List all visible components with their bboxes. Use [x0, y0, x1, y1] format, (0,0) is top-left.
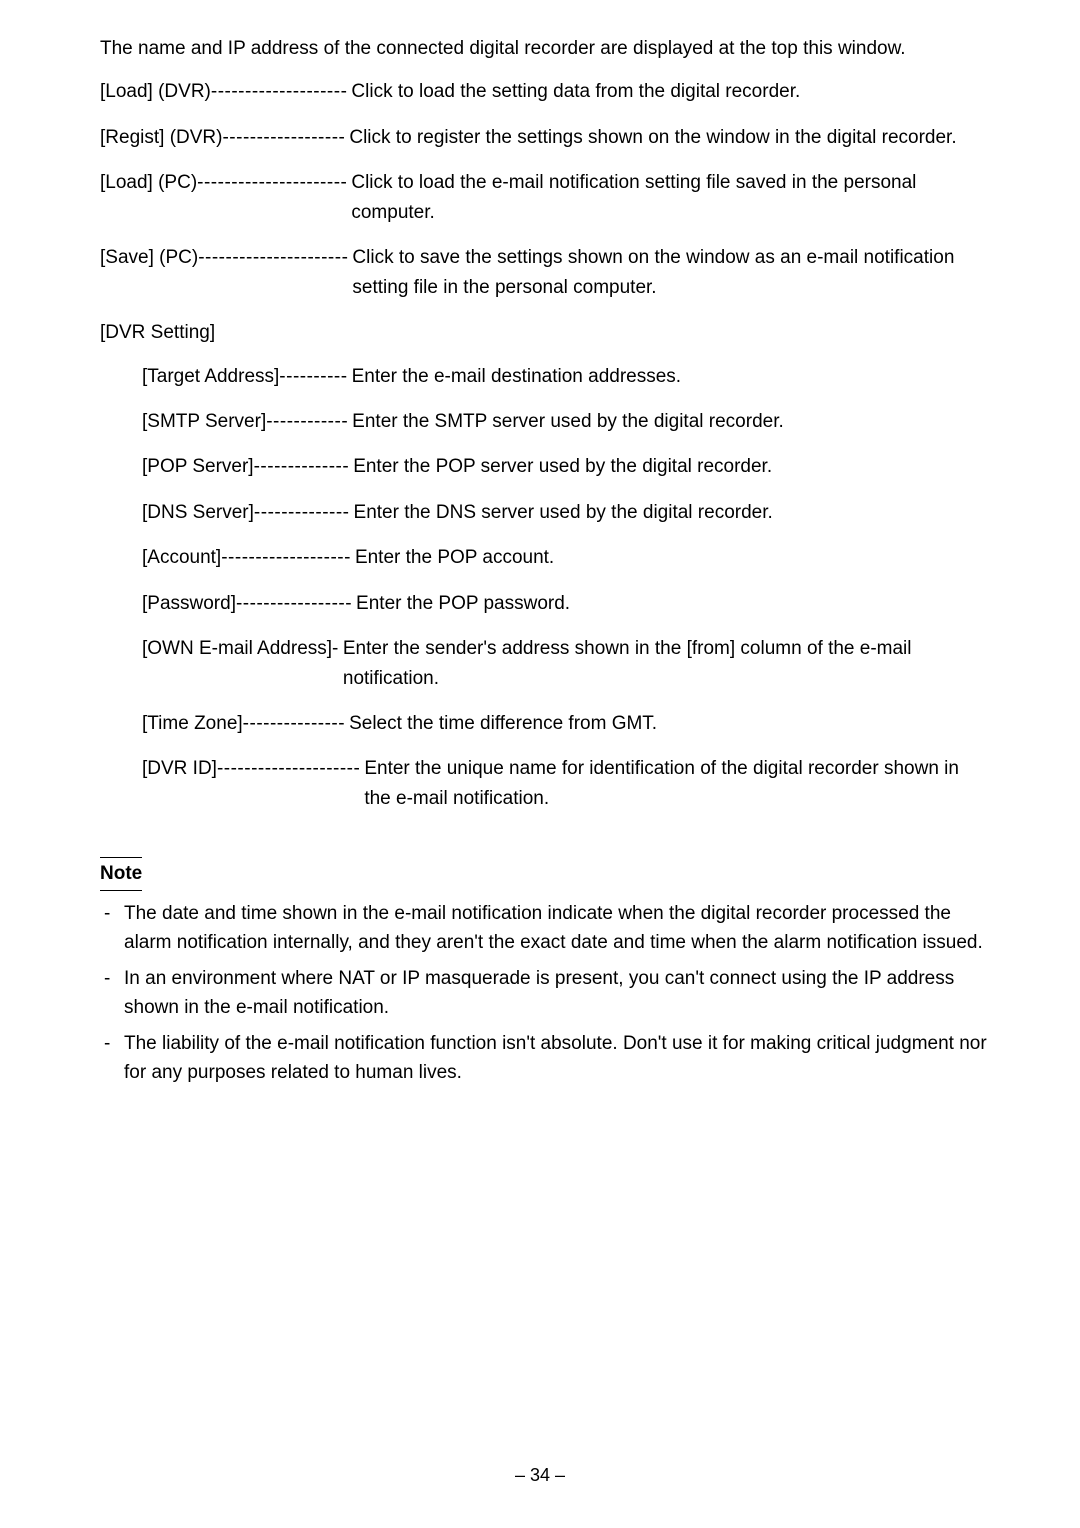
definition-dash: --------------------- — [217, 754, 360, 783]
note-list: -The date and time shown in the e-mail n… — [100, 899, 990, 1088]
definition-label: [OWN E-mail Address] — [142, 634, 332, 663]
definition-row: [SMTP Server]------------ Enter the SMTP… — [142, 407, 990, 436]
definition-row: [DNS Server]-------------- Enter the DNS… — [142, 498, 990, 527]
definition-label: [Save] (PC) — [100, 243, 198, 272]
definition-label: [Target Address] — [142, 362, 279, 391]
definition-dash: ------------------- — [221, 543, 351, 572]
definition-row: [Target Address]---------- Enter the e-m… — [142, 362, 990, 391]
definition-description: Click to save the settings shown on the … — [348, 243, 990, 302]
definition-row: [DVR ID]--------------------- Enter the … — [142, 754, 990, 813]
definition-description: Enter the SMTP server used by the digita… — [348, 407, 784, 436]
definition-description: Enter the unique name for identification… — [360, 754, 990, 813]
definition-row: [Password]----------------- Enter the PO… — [142, 589, 990, 618]
top-definition-list: [Load] (DVR)-------------------- Click t… — [100, 77, 990, 302]
definition-label: [POP Server] — [142, 452, 254, 481]
note-text: The liability of the e-mail notification… — [124, 1029, 990, 1088]
definition-description: Click to load the e-mail notification se… — [347, 168, 990, 227]
definition-dash: ----------------- — [236, 589, 352, 618]
definition-description: Enter the POP server used by the digital… — [349, 452, 772, 481]
note-text: In an environment where NAT or IP masque… — [124, 964, 990, 1023]
note-bullet: - — [104, 1029, 124, 1058]
definition-description: Enter the sender's address shown in the … — [339, 634, 990, 693]
definition-dash: ---------------------- — [197, 168, 347, 197]
definition-row: [Account] ------------------- Enter the … — [142, 543, 990, 572]
dvr-setting-list: [Target Address]---------- Enter the e-m… — [100, 362, 990, 814]
definition-dash: ------------------ — [222, 123, 345, 152]
definition-row: [Regist] (DVR) ------------------ Click … — [100, 123, 990, 152]
intro-text: The name and IP address of the connected… — [100, 34, 990, 63]
definition-label: [DNS Server] — [142, 498, 254, 527]
definition-description: Select the time difference from GMT. — [345, 709, 657, 738]
definition-dash: ---------------------- — [198, 243, 348, 272]
note-item: -The liability of the e-mail notificatio… — [100, 1029, 990, 1088]
definition-row: [Load] (DVR)-------------------- Click t… — [100, 77, 990, 106]
dvr-setting-heading: [DVR Setting] — [100, 318, 990, 347]
definition-description: Click to load the setting data from the … — [347, 77, 800, 106]
definition-description: Enter the POP account. — [351, 543, 554, 572]
page-number: – 34 – — [0, 1462, 1080, 1490]
definition-row: [Save] (PC) ---------------------- Click… — [100, 243, 990, 302]
note-item: -In an environment where NAT or IP masqu… — [100, 964, 990, 1023]
definition-label: [Account] — [142, 543, 221, 572]
note-bullet: - — [104, 899, 124, 928]
definition-label: [Regist] (DVR) — [100, 123, 222, 152]
definition-row: [OWN E-mail Address] - Enter the sender'… — [142, 634, 990, 693]
note-item: -The date and time shown in the e-mail n… — [100, 899, 990, 958]
definition-label: [Load] (DVR) — [100, 77, 211, 106]
definition-dash: -------------- — [254, 452, 350, 481]
definition-dash: - — [332, 634, 339, 663]
definition-row: [POP Server]-------------- Enter the POP… — [142, 452, 990, 481]
definition-label: [DVR ID] — [142, 754, 217, 783]
definition-dash: -------------------- — [211, 77, 348, 106]
definition-dash: ---------- — [279, 362, 347, 391]
definition-description: Enter the e-mail destination addresses. — [348, 362, 682, 391]
note-heading: Note — [100, 857, 142, 890]
note-text: The date and time shown in the e-mail no… — [124, 899, 990, 958]
definition-description: Click to register the settings shown on … — [345, 123, 956, 152]
definition-label: [Time Zone] — [142, 709, 243, 738]
note-bullet: - — [104, 964, 124, 993]
definition-dash: -------------- — [254, 498, 350, 527]
definition-label: [SMTP Server] — [142, 407, 266, 436]
definition-label: [Load] (PC) — [100, 168, 197, 197]
definition-dash: ------------ — [266, 407, 348, 436]
definition-description: Enter the POP password. — [352, 589, 570, 618]
definition-row: [Time Zone] --------------- Select the t… — [142, 709, 990, 738]
definition-row: [Load] (PC) ---------------------- Click… — [100, 168, 990, 227]
definition-label: [Password] — [142, 589, 236, 618]
definition-dash: --------------- — [243, 709, 345, 738]
definition-description: Enter the DNS server used by the digital… — [350, 498, 773, 527]
